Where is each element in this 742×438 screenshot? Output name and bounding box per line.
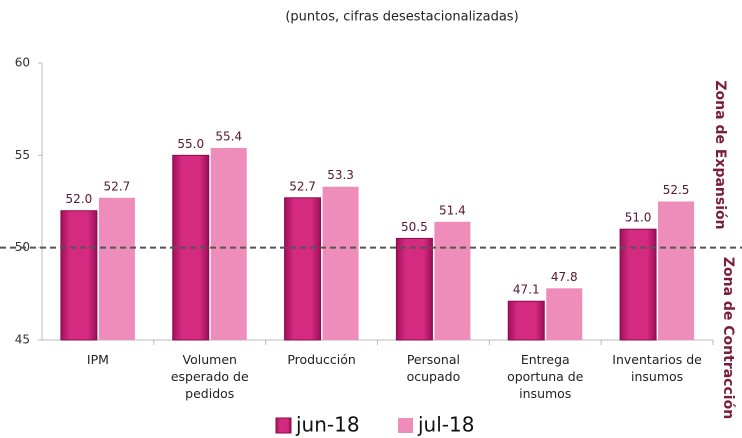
bar [284,197,322,341]
y-tick-label: 45 [15,333,30,347]
data-label: 53.3 [327,168,354,182]
data-label: 55.4 [215,129,242,143]
x-tick-label: IPM [86,352,109,367]
legend-label: jul-18 [417,413,474,437]
data-label: 51.4 [439,203,466,217]
data-label: 55.0 [177,137,204,151]
chart-subtitle: (puntos, cifras desestacionalizadas) [285,10,518,25]
x-tick-label: Inventarios de insumos [612,352,702,384]
bar [322,186,359,340]
data-label: 47.8 [551,270,578,284]
data-label: 52.7 [289,179,316,193]
zone-label: Zona de Expansión [712,80,728,229]
legend-label: jun-18 [295,413,360,437]
data-label: 52.5 [663,183,690,197]
zone-label: Zona de Contracción [720,257,736,419]
data-label: 50.5 [401,220,428,234]
bar [60,210,98,341]
x-tick-label: Entrega oportuna de insumos [507,352,584,401]
bar [98,197,135,340]
legend-swatch [275,417,292,434]
bar [546,288,583,340]
data-label: 47.1 [513,283,540,297]
bar [619,228,657,341]
y-tick-label: 60 [15,56,30,70]
x-tick-label: Volumen esperado de pedidos [170,352,249,401]
x-tick-label: Personal ocupado [406,352,461,384]
bar [210,147,247,340]
data-label: 52.7 [104,179,131,193]
bar [507,300,545,341]
y-tick-label: 55 [15,148,30,162]
data-label: 52.0 [66,192,93,206]
legend-swatch [398,418,413,433]
bar [434,221,471,340]
data-label: 51.0 [625,211,652,225]
bar [658,201,695,340]
x-tick-label: Producción [287,352,356,367]
bar [395,237,433,341]
